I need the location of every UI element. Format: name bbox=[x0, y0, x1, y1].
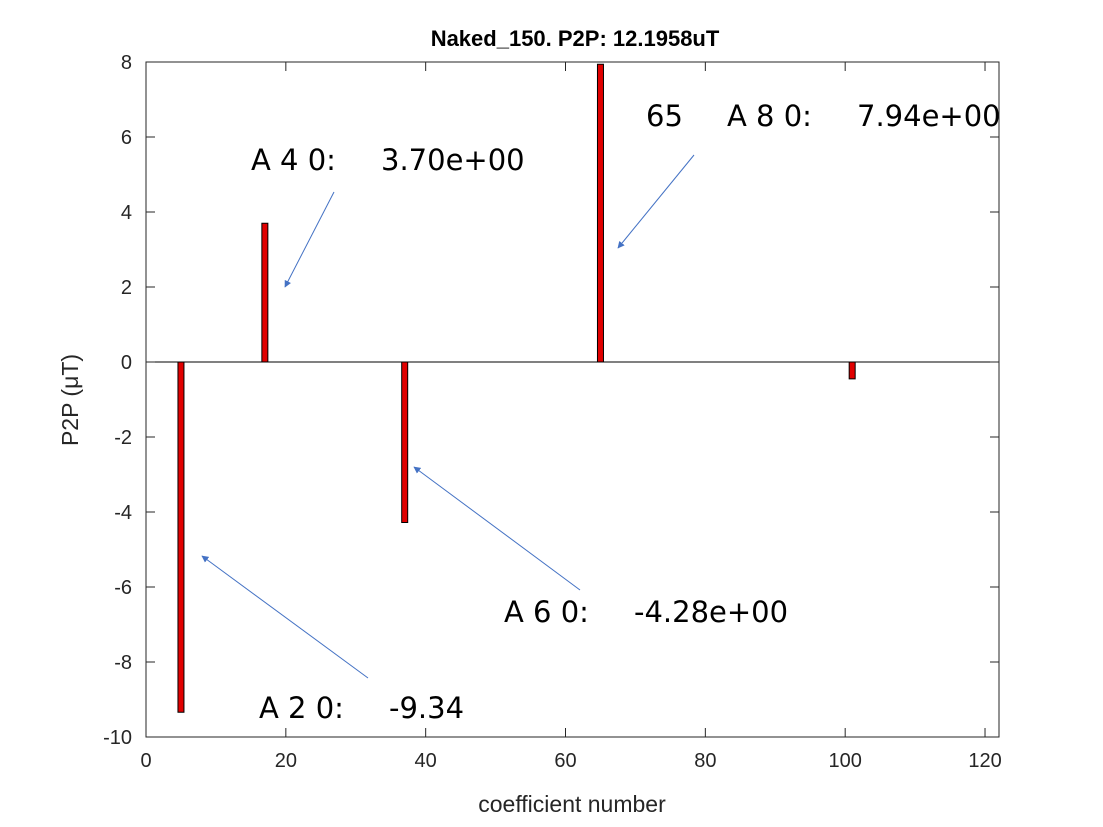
y-tick-label: 2 bbox=[121, 277, 132, 299]
x-tick-label: 80 bbox=[694, 750, 716, 772]
annotation-a60-value: -4.28e+00 bbox=[634, 595, 788, 629]
annotation-a40-value: 3.70e+00 bbox=[381, 143, 525, 177]
annotation-labels: A 2 0: -9.34 A 4 0: 3.70e+00 A 6 0: -4.2… bbox=[251, 99, 1001, 725]
x-tick-label: 60 bbox=[554, 750, 576, 772]
chart-title: Naked_150. P2P: 12.1958uT bbox=[431, 26, 720, 51]
x-tick-label: 100 bbox=[828, 750, 861, 772]
bar-3 bbox=[596, 63, 604, 363]
y-tick-label: -4 bbox=[114, 502, 132, 524]
arrow-a60 bbox=[413, 466, 581, 591]
annotation-arrows bbox=[201, 154, 695, 679]
y-tick-label: -8 bbox=[114, 652, 132, 674]
bar-4 bbox=[848, 361, 856, 380]
x-tick-label: 20 bbox=[275, 750, 297, 772]
plot-frame bbox=[145, 61, 1000, 738]
y-tick-label: 4 bbox=[121, 202, 132, 224]
y-tick-label: -2 bbox=[114, 427, 132, 449]
bar-2 bbox=[401, 361, 409, 523]
y-tick-label: 0 bbox=[121, 352, 132, 374]
ticks-layer: 0 20 40 60 80 100 120 -10 -8 -6 -4 -2 0 2 4 6 8 bbox=[103, 52, 1002, 772]
annotation-a60-name: A 6 0: bbox=[504, 595, 589, 629]
y-tick-label: 8 bbox=[121, 52, 132, 74]
bars-layer bbox=[177, 63, 856, 713]
y-tick-label: -6 bbox=[114, 577, 132, 599]
y-tick-label: -10 bbox=[103, 727, 132, 749]
plot-area bbox=[146, 62, 999, 737]
arrow-a20 bbox=[201, 555, 369, 679]
annotation-a20-name: A 2 0: bbox=[259, 691, 344, 725]
x-tick-label: 40 bbox=[415, 750, 437, 772]
y-tick-label: 6 bbox=[121, 127, 132, 149]
annotation-a40-name: A 4 0: bbox=[251, 143, 336, 177]
arrow-a40 bbox=[284, 191, 335, 288]
annotation-a80-name: A 8 0: bbox=[727, 99, 812, 133]
bar-1 bbox=[261, 222, 269, 363]
x-axis-title: coefficient number bbox=[478, 791, 666, 817]
annotation-a20-value: -9.34 bbox=[389, 691, 464, 725]
x-tick-label: 120 bbox=[968, 750, 1001, 772]
annotation-a80-value: 7.94e+00 bbox=[857, 99, 1001, 133]
arrow-a80 bbox=[617, 154, 695, 249]
bar-0 bbox=[177, 361, 185, 713]
x-tick-label: 0 bbox=[140, 750, 151, 772]
y-axis-title: P2P (μT) bbox=[57, 354, 83, 446]
annotation-a80-prefix: 65 bbox=[646, 99, 683, 133]
